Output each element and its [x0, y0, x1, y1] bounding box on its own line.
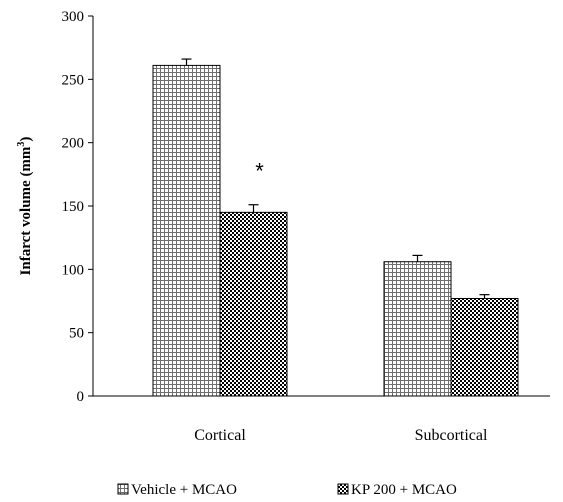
legend: Vehicle + MCAO KP 200 + MCAO: [117, 482, 457, 498]
y-tick-label: 150: [62, 199, 85, 215]
legend-label: Vehicle + MCAO: [131, 482, 237, 498]
legend-swatch: [117, 483, 129, 495]
y-axis-label-close: ): [18, 137, 34, 142]
bars: [152, 64, 519, 397]
x-category-label: Subcortical: [415, 427, 488, 444]
y-axis-label: Infarct volume (mm3): [16, 137, 34, 276]
bar: [152, 64, 221, 397]
y-tick-label: 0: [77, 389, 85, 405]
x-category-label: Cortical: [194, 427, 246, 444]
y-tick-label: 50: [69, 326, 84, 342]
y-tick-label: 300: [62, 9, 85, 25]
annotations: *: [255, 159, 264, 184]
legend-swatch: [337, 483, 349, 495]
y-axis-label-superscript: 3: [16, 142, 27, 147]
bar: [450, 297, 519, 397]
y-axis: 0 50 100 150 200 250 300: [62, 9, 94, 405]
y-tick-label: 100: [62, 262, 85, 278]
bar: [219, 211, 288, 397]
y-tick-label: 250: [62, 72, 85, 88]
x-axis: Cortical Subcortical: [93, 395, 550, 444]
significance-marker: *: [255, 159, 264, 184]
error-bars: [181, 58, 490, 299]
y-tick-label: 200: [62, 136, 85, 152]
legend-label: KP 200 + MCAO: [351, 482, 457, 498]
bar: [383, 261, 452, 397]
